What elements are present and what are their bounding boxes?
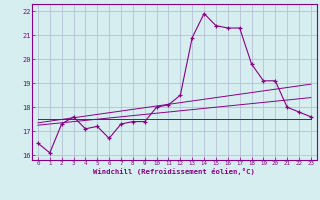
X-axis label: Windchill (Refroidissement éolien,°C): Windchill (Refroidissement éolien,°C)	[93, 168, 255, 175]
